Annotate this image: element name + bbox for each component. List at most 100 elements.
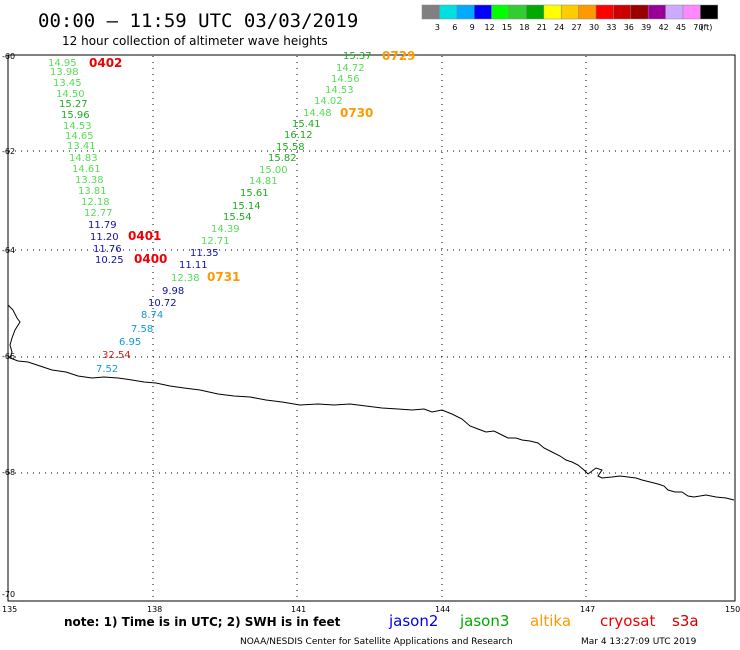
wave-height-value: 11.20 <box>90 232 119 243</box>
wave-height-value: 8.74 <box>141 310 163 321</box>
legend-label: 27 <box>572 23 582 32</box>
wave-height-value: 12.38 <box>171 273 200 284</box>
wave-height-value: 14.48 <box>303 108 332 119</box>
wave-height-value: 15.82 <box>268 153 297 164</box>
wave-height-value: 14.72 <box>336 63 365 74</box>
wave-height-value: 7.58 <box>131 324 153 335</box>
lat-label: -70 <box>2 590 15 599</box>
legend-swatch <box>508 4 527 20</box>
wave-height-value: 12.18 <box>81 197 110 208</box>
observation-time-label: 0729 <box>382 49 415 63</box>
legend-label: 24 <box>554 23 564 32</box>
wave-height-value: 11.11 <box>179 260 208 271</box>
lat-label: -60 <box>2 52 15 61</box>
legend-label: 42 <box>659 23 669 32</box>
wave-height-value: 14.83 <box>69 153 98 164</box>
wave-height-value: 15.58 <box>276 142 305 153</box>
antarctic-coastline <box>7 304 735 501</box>
wave-height-value: 13.45 <box>53 78 82 89</box>
lon-label: 147 <box>580 605 595 614</box>
legend-label: 30 <box>589 23 599 32</box>
wave-height-value: 15.27 <box>59 99 88 110</box>
wave-height-value: 11.35 <box>190 248 219 259</box>
time-labels: 0402 0401 0400 0729 0730 0731 <box>89 49 415 284</box>
wave-height-value: 14.81 <box>249 176 278 187</box>
lat-label: -62 <box>2 147 15 156</box>
wave-height-value: 14.02 <box>314 96 343 107</box>
legend-swatch <box>595 4 614 20</box>
observation-time-label: 0730 <box>340 106 373 120</box>
legend-swatch <box>421 4 440 20</box>
page-subtitle: 12 hour collection of altimeter wave hei… <box>62 34 328 48</box>
latitude-labels: -60 -62 -64 -66 -68 -70 <box>2 52 15 599</box>
legend-swatch <box>613 4 632 20</box>
legend-swatch <box>473 4 492 20</box>
legend-swatch <box>543 4 562 20</box>
gridlines <box>9 56 734 600</box>
legend-label: 21 <box>537 23 547 32</box>
satellite-label-s3a: s3a <box>672 612 699 630</box>
legend-swatch <box>526 4 545 20</box>
lon-label: 150 <box>725 605 740 614</box>
wave-height-value: 13.81 <box>78 186 107 197</box>
wave-height-value: 15.54 <box>223 212 252 223</box>
wave-height-value: 16.12 <box>284 130 313 141</box>
wave-height-value: 15.41 <box>292 119 321 130</box>
legend-label: 18 <box>519 23 529 32</box>
lon-label: 144 <box>435 605 450 614</box>
wave-height-value: 12.71 <box>201 236 230 247</box>
legend-label: 6 <box>452 23 457 32</box>
legend-swatch <box>491 4 510 20</box>
legend-swatch <box>700 4 719 20</box>
wave-height-value: 14.61 <box>72 164 101 175</box>
footer-timestamp: Mar 4 13:27:09 UTC 2019 <box>581 637 697 647</box>
wave-height-value: 11.79 <box>88 220 117 231</box>
legend-label: 33 <box>606 23 616 32</box>
wave-height-value: 15.14 <box>232 201 261 212</box>
wave-height-value: 14.65 <box>65 131 94 142</box>
wave-height-value: 9.98 <box>162 286 184 297</box>
wave-height-value: 6.95 <box>119 337 141 348</box>
observation-values: 14.9513.9813.4514.5015.2715.9614.5314.65… <box>48 51 372 375</box>
wave-height-value: 15.37 <box>343 51 372 62</box>
satellite-label-jason3: jason3 <box>459 612 509 630</box>
wave-height-value: 15.00 <box>259 165 288 176</box>
satellite-label-cryosat: cryosat <box>600 612 655 630</box>
lon-label: 141 <box>291 605 306 614</box>
observation-time-label: 0731 <box>207 270 240 284</box>
footer-credit: NOAA/NESDIS Center for Satellite Applica… <box>240 637 513 647</box>
legend-swatch <box>665 4 684 20</box>
lat-label: -68 <box>2 468 15 477</box>
wave-height-value: 13.98 <box>50 67 79 78</box>
legend-label: 39 <box>641 23 651 32</box>
legend-label: 12 <box>485 23 495 32</box>
legend-swatch <box>456 4 475 20</box>
footer-note: note: 1) Time is in UTC; 2) SWH is in fe… <box>64 615 341 629</box>
longitude-labels: 135 138 141 144 147 150 <box>2 605 740 614</box>
wave-height-value: 14.56 <box>331 74 360 85</box>
legend-label: 45 <box>676 23 686 32</box>
satellite-legend: jason2 jason3 altika cryosat s3a <box>388 612 699 630</box>
legend-label: (ft) <box>700 23 712 32</box>
wave-height-value: 15.61 <box>240 188 269 199</box>
legend-swatch <box>682 4 701 20</box>
lon-label: 135 <box>2 605 17 614</box>
lat-label: -64 <box>2 246 15 255</box>
wave-height-value: 12.77 <box>84 208 113 219</box>
wave-height-value: 14.53 <box>63 121 92 132</box>
wave-height-value: 13.38 <box>75 175 104 186</box>
wave-height-value: 14.95 <box>48 58 77 69</box>
wave-height-value: 11.76 <box>93 244 122 255</box>
satellite-label-jason2: jason2 <box>388 612 438 630</box>
legend-label: 9 <box>470 23 475 32</box>
legend-swatch <box>630 4 649 20</box>
wave-height-value: 13.41 <box>67 141 96 152</box>
map-frame <box>7 54 736 602</box>
wave-height-value: 14.50 <box>56 89 85 100</box>
legend-label: 70 <box>693 23 703 32</box>
wave-height-value: 14.39 <box>211 224 240 235</box>
wave-height-value: 32.54 <box>102 350 131 361</box>
legend-label: 36 <box>624 23 634 32</box>
wave-height-value: 10.25 <box>95 255 124 266</box>
legend-swatch <box>439 4 458 20</box>
